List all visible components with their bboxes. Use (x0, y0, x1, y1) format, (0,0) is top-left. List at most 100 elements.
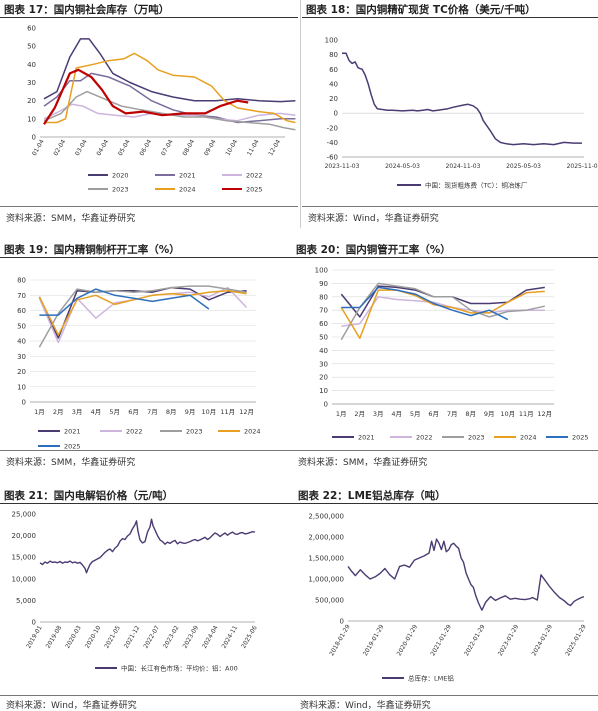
legend-label: 2023 (186, 428, 203, 436)
legend-label: 2024 (244, 428, 261, 436)
title-rule (0, 503, 294, 504)
legend-label: 中国：长江有色市场：平均价：铝：A00 (121, 664, 238, 673)
title-rule (0, 257, 298, 258)
legend-label: 2021 (179, 172, 196, 180)
y-tick-label: 1,000,000 (308, 576, 344, 584)
x-tick-label: 7月 (147, 408, 158, 416)
title-rule (302, 17, 598, 18)
y-tick-label: 2,500,000 (308, 513, 344, 521)
y-tick-label: -40 (327, 139, 338, 147)
y-tick-label: 0 (32, 619, 36, 627)
x-tick-label: 1月 (336, 410, 347, 418)
x-tick-label: 8月 (166, 408, 177, 416)
x-tick-label: 5月 (109, 408, 120, 416)
legend-label: 2023 (112, 186, 129, 194)
x-tick-label: 3月 (373, 410, 384, 418)
legend-label: 2024 (179, 186, 196, 194)
chart-title: 图表 20：国内铜管开工率（%） (296, 244, 451, 256)
legend-label: 总库存：LME铝 (408, 674, 454, 683)
x-tick-label: 2022-01-29 (463, 623, 487, 657)
x-tick-label: 10月 (500, 410, 515, 418)
y-tick-label: 100 (315, 267, 328, 275)
y-tick-label: 30 (17, 353, 26, 361)
legend-label: 中国：现货粗炼费（TC）：铜冶炼厂 (425, 181, 528, 190)
legend-label: 2025 (64, 443, 81, 451)
y-tick-label: 0 (334, 110, 338, 118)
x-tick-label: 11-04 (246, 138, 261, 157)
x-tick-label: 2020-01-29 (396, 623, 420, 657)
x-tick-label: 2023-01-29 (497, 623, 521, 657)
y-tick-label: 60 (17, 307, 26, 315)
y-tick-label: 5,000 (16, 597, 36, 605)
x-tick-label: 8月 (465, 410, 476, 418)
column-divider (300, 0, 301, 228)
legend-label: 2021 (358, 434, 375, 442)
y-tick-label: 25,000 (12, 511, 37, 519)
x-tick-label: 2021-12 (123, 624, 142, 649)
title-rule (0, 17, 298, 18)
x-tick-label: 2023-02 (162, 624, 181, 649)
series-line-2022 (38, 286, 248, 344)
y-tick-label: 80 (319, 293, 328, 301)
y-tick-label: 80 (329, 51, 338, 59)
chart-plot: 0 10 20 30 40 50 60 70 80 1月 2月 3月 4月 5月 6月 7月 8月 9月 10月 11… (17, 277, 261, 451)
source-rule (294, 695, 598, 696)
series-line-2023 (43, 90, 296, 131)
y-tick-label: -60 (327, 154, 338, 162)
series-line-2023 (38, 285, 247, 348)
x-tick-label: 4月 (91, 408, 102, 416)
legend-label: 2025 (572, 434, 589, 442)
legend-label: 2022 (126, 428, 143, 436)
y-tick-label: 100 (325, 37, 338, 45)
x-tick-label: 03-04 (74, 138, 89, 157)
source-rule (302, 206, 598, 207)
series-line-2024 (44, 52, 296, 124)
legend-label: 2024 (520, 434, 537, 442)
y-tick-label: 1,500,000 (308, 555, 344, 563)
source-note: 资料来源：Wind，华鑫证券研究 (6, 701, 137, 711)
source-note: 资料来源：SMM，华鑫证券研究 (298, 458, 428, 468)
series-line-2023 (340, 282, 545, 341)
x-tick-label: 07-04 (160, 138, 175, 157)
x-tick-label: 2月 (354, 410, 365, 418)
y-tick-label: 90 (319, 280, 328, 288)
x-tick-label: 2023-11-03 (325, 163, 360, 170)
legend-label: 2021 (64, 428, 81, 436)
series-line-2025 (39, 288, 210, 316)
legend-label: 2020 (112, 172, 129, 180)
x-tick-label: 11月 (220, 408, 235, 416)
chart-plot: 0 10 20 30 40 50 60 70 80 90 100 1月 2月 3月 4月 5月 6月 7月 8月 9月… (315, 267, 589, 442)
x-tick-label: 2019-08 (45, 624, 64, 649)
series-line-2022 (43, 103, 296, 122)
chart-panel-lme-aluminium-inventory: 图表 22：LME铝总库存（吨） 0 500,000 1,000,000 1,500,… (294, 486, 598, 711)
y-tick-label: 60 (27, 25, 36, 33)
series-line-A00 (39, 518, 256, 574)
x-tick-label: 2020-10 (84, 624, 103, 649)
chart-title: 图表 19：国内精铜制杆开工率（%） (4, 244, 180, 256)
source-rule (0, 695, 294, 696)
x-tick-label: 2024-04 (201, 624, 220, 649)
y-tick-label: 40 (27, 61, 36, 69)
y-tick-label: 20,000 (12, 532, 37, 540)
x-tick-label: 7月 (447, 410, 458, 418)
x-tick-label: 06-04 (138, 138, 153, 157)
y-tick-label: 0 (340, 618, 344, 626)
y-tick-label: 30 (27, 79, 36, 87)
chart-title: 图表 17：国内铜社会库存（万吨） (4, 4, 170, 16)
source-rule (0, 450, 298, 451)
y-tick-label: 40 (329, 80, 338, 88)
chart-title: 图表 18：国内铜精矿现货 TC价格（美元/千吨） (306, 4, 536, 16)
y-tick-label: 70 (319, 307, 328, 315)
y-tick-label: 20 (329, 95, 338, 103)
x-tick-label: 08-04 (181, 138, 196, 157)
y-tick-label: 0 (32, 134, 36, 142)
title-rule (294, 503, 598, 504)
source-note: 资料来源：SMM，华鑫证券研究 (6, 214, 136, 224)
y-tick-label: 60 (319, 320, 328, 328)
series-line-2025 (341, 286, 509, 321)
y-tick-label: 80 (17, 277, 26, 285)
chart-panel-copper-social-inventory: 图表 17：国内铜社会库存（万吨） 0 10 20 30 40 50 60 01-04 02-0… (0, 0, 298, 228)
y-tick-label: 10 (17, 383, 26, 391)
x-tick-label: 1月 (34, 408, 45, 416)
y-tick-label: 0 (324, 401, 328, 409)
